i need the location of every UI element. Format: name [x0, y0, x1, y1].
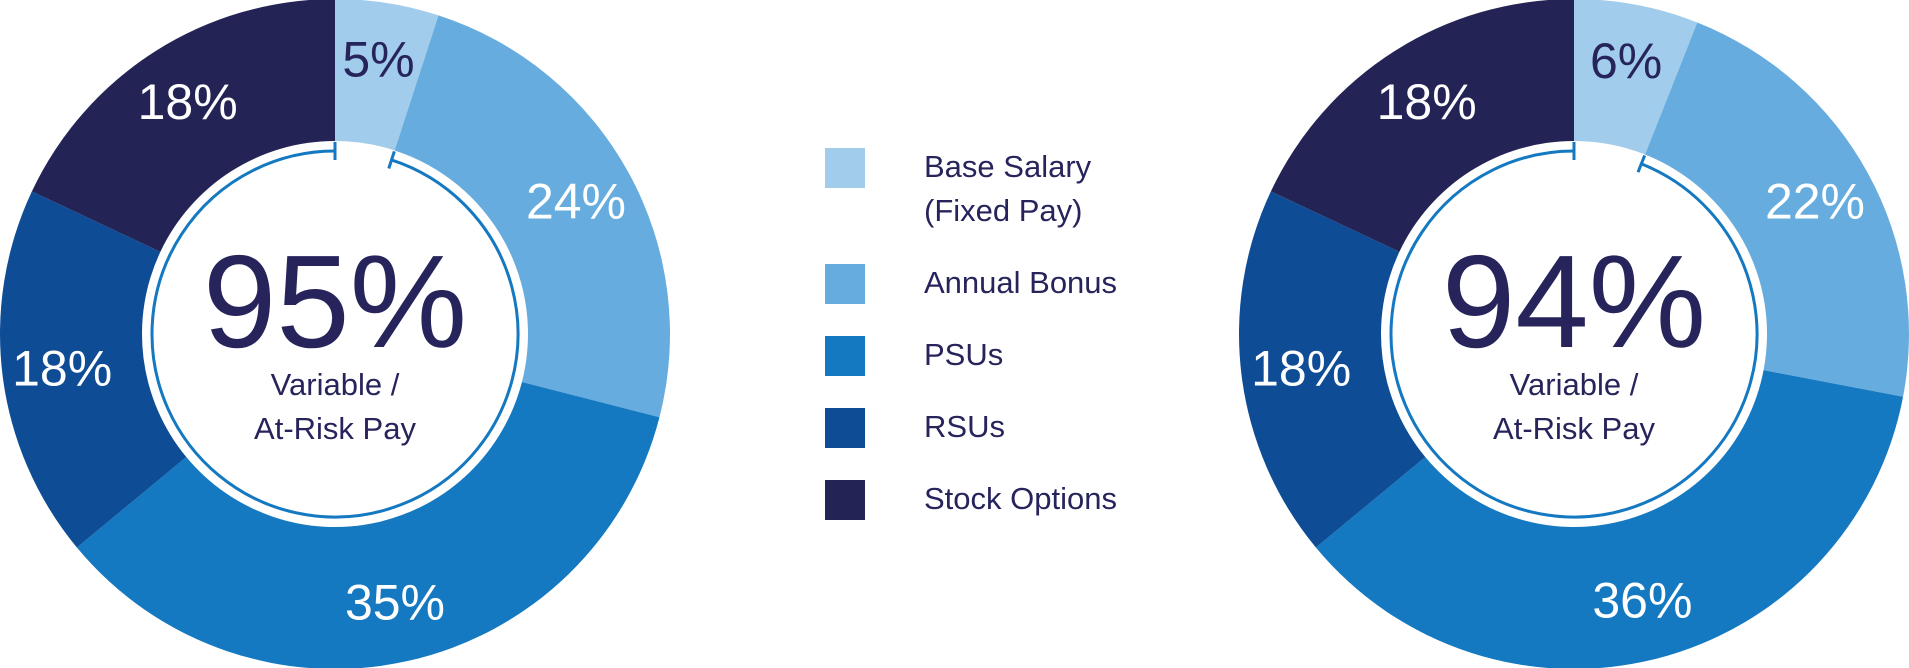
center-label: At-Risk Pay [254, 411, 416, 446]
donut-chart-right: 6% 22% 36% 18% 18% 94%Variable / At-Risk Pay [1239, 0, 1909, 668]
center-label: Variable / [1510, 367, 1639, 402]
legend-swatch [825, 480, 865, 520]
slice-label: 5% [342, 31, 414, 87]
slice-annual-bonus [394, 15, 670, 418]
legend-label: Base Salary (Fixed Pay) [924, 149, 1092, 228]
legend-label: Stock Options [924, 481, 1117, 516]
slice-label: 24% [526, 174, 626, 230]
ring-end-tick [1636, 154, 1647, 173]
ring-end-tick [387, 150, 396, 169]
legend-swatch [825, 408, 865, 448]
slice-label: 35% [345, 574, 445, 630]
legend-label: Annual Bonus [924, 265, 1118, 300]
legend-label: RSUs [924, 409, 1005, 444]
legend-label: PSUs [924, 337, 1004, 372]
variable-pay-ring [1389, 149, 1759, 519]
variable-pay-ring [150, 149, 520, 519]
slice-stock-options [1270, 0, 1574, 252]
slice-rsus [1239, 191, 1426, 548]
slice-label: 18% [1377, 74, 1477, 130]
legend-swatch [825, 336, 865, 376]
slice-rsus [0, 191, 187, 548]
legend: Base Salary (Fixed Pay) Annual Bonus PSUs RS… [825, 148, 1117, 552]
center-label: Variable / [271, 367, 400, 402]
slice-psus [76, 381, 660, 668]
slice-label: 18% [12, 340, 112, 396]
legend-swatch [825, 264, 865, 304]
legend-item-base-salary: Base Salary (Fixed Pay) [825, 148, 1117, 233]
slice-label: 18% [138, 74, 238, 130]
slice-psus [1315, 370, 1904, 668]
slice-annual-bonus [1645, 22, 1909, 397]
slice-label: 6% [1590, 33, 1662, 89]
legend-item-psus: PSUs [825, 336, 1117, 377]
slice-label: 18% [1251, 340, 1351, 396]
slice-label: 36% [1592, 572, 1692, 628]
slice-base-salary [1574, 0, 1698, 155]
legend-item-stock-options: Stock Options [825, 480, 1117, 521]
center-label: At-Risk Pay [1493, 411, 1655, 446]
slice-stock-options [31, 0, 335, 252]
center-percentage: 94% [1442, 228, 1706, 375]
slice-base-salary [335, 0, 439, 151]
legend-item-rsus: RSUs [825, 408, 1117, 449]
donut-chart-left: 5% 24% 35% 18% 18% 95%Variable / At-Risk Pay [0, 0, 670, 668]
legend-item-annual-bonus: Annual Bonus [825, 264, 1117, 305]
slice-label: 22% [1765, 174, 1865, 230]
center-percentage: 95% [203, 228, 467, 375]
legend-swatch [825, 148, 865, 188]
